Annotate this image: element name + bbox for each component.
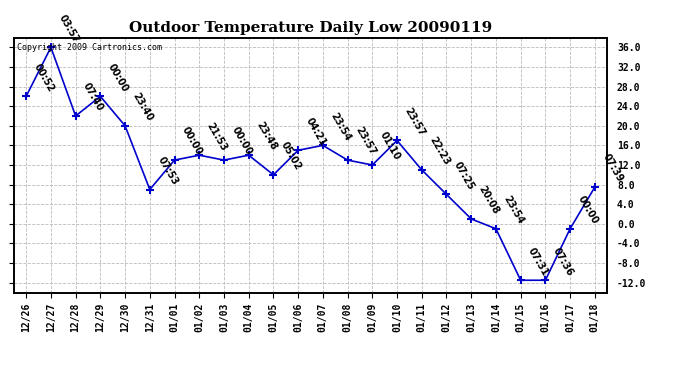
Text: 23:48: 23:48 xyxy=(254,120,279,152)
Title: Outdoor Temperature Daily Low 20090119: Outdoor Temperature Daily Low 20090119 xyxy=(129,21,492,35)
Text: 23:54: 23:54 xyxy=(328,111,353,142)
Text: 23:40: 23:40 xyxy=(130,91,155,123)
Text: 07:39: 07:39 xyxy=(600,153,624,184)
Text: 07:53: 07:53 xyxy=(155,155,179,187)
Text: 20:08: 20:08 xyxy=(477,184,501,216)
Text: 23:54: 23:54 xyxy=(502,194,526,226)
Text: 07:40: 07:40 xyxy=(81,81,106,113)
Text: Copyright 2009 Cartronics.com: Copyright 2009 Cartronics.com xyxy=(17,43,161,52)
Text: 22:23: 22:23 xyxy=(427,135,451,167)
Text: 07:31: 07:31 xyxy=(526,246,551,278)
Text: 04:21: 04:21 xyxy=(304,116,328,147)
Text: 21:53: 21:53 xyxy=(205,121,229,152)
Text: 01:10: 01:10 xyxy=(378,130,402,162)
Text: 00:00: 00:00 xyxy=(230,126,254,158)
Text: 00:00: 00:00 xyxy=(575,194,600,226)
Text: 07:36: 07:36 xyxy=(551,246,575,278)
Text: 23:57: 23:57 xyxy=(353,126,377,158)
Text: 00:00: 00:00 xyxy=(106,62,130,94)
Text: 05:02: 05:02 xyxy=(279,140,303,172)
Text: 07:25: 07:25 xyxy=(452,160,476,192)
Text: 00:00: 00:00 xyxy=(180,126,204,158)
Text: 23:57: 23:57 xyxy=(402,106,426,138)
Text: 00:52: 00:52 xyxy=(32,62,56,94)
Text: 03:57: 03:57 xyxy=(57,13,81,45)
